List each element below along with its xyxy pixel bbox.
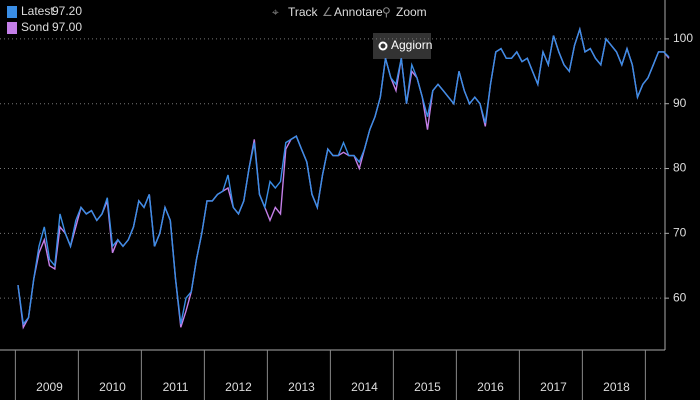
- x-tick-label: 2016: [477, 380, 504, 394]
- annotate-icon: ∠: [322, 5, 333, 19]
- x-tick-label: 2010: [99, 380, 126, 394]
- y-tick-label: 80: [673, 161, 687, 175]
- y-tick-label: 100: [673, 31, 693, 45]
- legend-value: 97.00: [52, 20, 82, 34]
- x-tick-label: 2009: [36, 380, 63, 394]
- track-button[interactable]: Track: [288, 5, 319, 19]
- zoom-button[interactable]: Zoom: [396, 5, 427, 19]
- x-tick-label: 2017: [540, 380, 567, 394]
- legend-swatch: [7, 6, 17, 18]
- x-tick-label: 2012: [225, 380, 252, 394]
- refresh-button-bg[interactable]: [373, 33, 431, 59]
- refresh-icon: [378, 41, 388, 51]
- x-tick-label: 2015: [414, 380, 441, 394]
- zoom-icon: ⚲: [382, 5, 391, 19]
- annotate-button[interactable]: Annotare: [334, 5, 383, 19]
- legend-swatch: [7, 22, 17, 34]
- y-tick-label: 70: [673, 226, 687, 240]
- legend-value: 97.20: [52, 4, 82, 18]
- refresh-button[interactable]: Aggiorn: [391, 38, 432, 52]
- toolbar: ⌖ Track ∠ Annotare ⚲ Zoom Aggiorn: [272, 5, 432, 59]
- x-tick-label: 2011: [163, 380, 189, 394]
- legend-label: Sond: [21, 20, 49, 34]
- track-icon: ⌖: [272, 5, 279, 19]
- x-tick-label: 2013: [288, 380, 315, 394]
- y-tick-label: 90: [673, 96, 687, 110]
- series-line: [17, 26, 670, 326]
- x-tick-label: 2018: [603, 380, 630, 394]
- legend-label: Latest: [21, 4, 54, 18]
- x-tick-label: 2014: [351, 380, 378, 394]
- y-tick-label: 60: [673, 290, 687, 304]
